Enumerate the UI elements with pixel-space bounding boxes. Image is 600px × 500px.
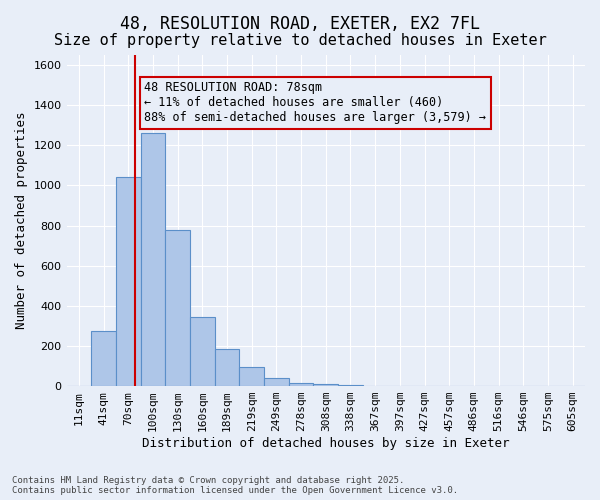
Text: 48 RESOLUTION ROAD: 78sqm
← 11% of detached houses are smaller (460)
88% of semi: 48 RESOLUTION ROAD: 78sqm ← 11% of detac… [145,82,487,124]
Bar [190,317,215,386]
X-axis label: Distribution of detached houses by size in Exeter: Distribution of detached houses by size … [142,437,509,450]
Text: Contains HM Land Registry data © Crown copyright and database right 2025.
Contai: Contains HM Land Registry data © Crown c… [12,476,458,495]
Bar [116,178,140,386]
Bar [165,230,190,386]
Text: Size of property relative to detached houses in Exeter: Size of property relative to detached ho… [53,32,547,48]
Bar [264,378,289,386]
Bar [313,384,338,386]
Y-axis label: Number of detached properties: Number of detached properties [15,112,28,330]
Bar [239,367,264,386]
Bar [289,382,313,386]
Text: 48, RESOLUTION ROAD, EXETER, EX2 7FL: 48, RESOLUTION ROAD, EXETER, EX2 7FL [120,15,480,33]
Bar [140,134,165,386]
Bar [215,349,239,386]
Bar [91,331,116,386]
